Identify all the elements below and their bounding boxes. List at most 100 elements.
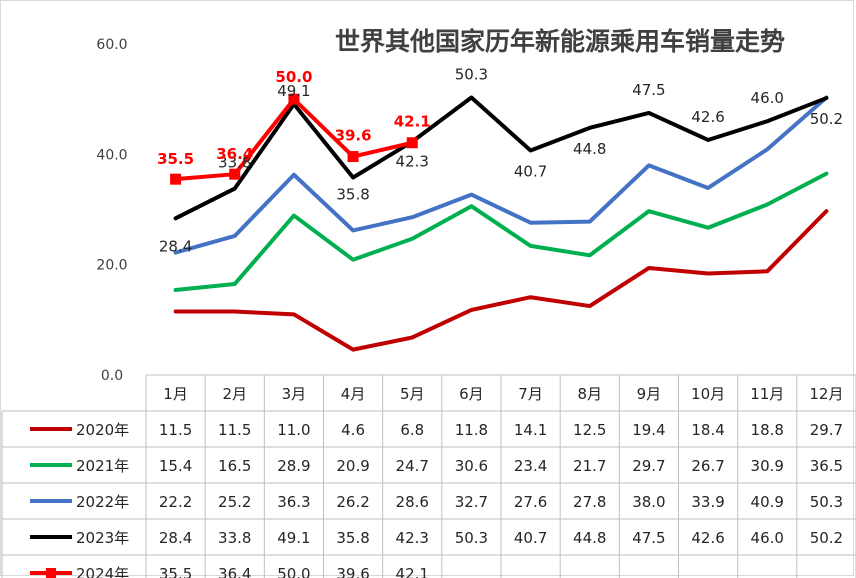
x-tick-label: 4月 (341, 385, 366, 403)
table-cell: 11.5 (218, 421, 251, 439)
table-cell: 18.8 (751, 421, 784, 439)
table-cell: 12.5 (573, 421, 606, 439)
table-cell: 36.5 (810, 457, 843, 475)
x-tick-label: 11月 (750, 385, 784, 403)
x-tick-label: 8月 (577, 385, 602, 403)
table-cell: 14.1 (514, 421, 547, 439)
data-label: 39.6 (335, 127, 372, 145)
table-cell: 50.3 (455, 529, 488, 547)
x-tick-label: 9月 (637, 385, 662, 403)
data-label: 44.8 (573, 140, 606, 158)
table-cell: 27.6 (514, 493, 547, 511)
table-cell: 39.6 (336, 565, 369, 578)
x-tick-label: 12月 (809, 385, 843, 403)
x-tick-label: 6月 (459, 385, 484, 403)
data-table: 1月 2月 3月 4月 5月 6月 7月 8月 9月 10月 11月 12月 2020年 11.5 11.5… (1, 374, 856, 578)
data-point-marker (347, 151, 359, 163)
table-cell: 33.9 (691, 493, 724, 511)
legend-entry: 2024年 (76, 565, 129, 578)
table-cell: 35.8 (336, 529, 369, 547)
table-cell: 19.4 (632, 421, 665, 439)
table-cell: 18.4 (691, 421, 724, 439)
y-tick-label: 60.0 (96, 37, 127, 53)
legend-entry: 2022年 (76, 493, 129, 511)
data-label: 47.5 (632, 81, 665, 99)
table-cell: 47.5 (632, 529, 665, 547)
data-labels: 28.4 33.8 49.1 35.8 42.3 50.3 40.7 44.8 47.5 42.6… (157, 66, 843, 256)
table-cell: 46.0 (751, 529, 784, 547)
table-cell: 44.8 (573, 529, 606, 547)
chart-title: 世界其他国家历年新能源乘用车销量走势 (335, 27, 785, 56)
series-line (173, 209, 829, 352)
series-line (173, 171, 829, 293)
y-tick-label: 20.0 (96, 258, 127, 274)
data-label: 35.5 (157, 150, 194, 168)
table-cell: 30.6 (455, 457, 488, 475)
table-cell: 38.0 (632, 493, 665, 511)
data-label: 50.3 (455, 66, 488, 84)
data-label: 36.4 (216, 145, 253, 163)
table-cell: 35.5 (159, 565, 192, 578)
table-cell: 11.5 (159, 421, 192, 439)
table-cell: 6.8 (400, 421, 424, 439)
x-tick-label: 3月 (282, 385, 307, 403)
data-point-marker (170, 173, 182, 185)
table-cell: 22.2 (159, 493, 192, 511)
table-cell: 49.1 (277, 529, 310, 547)
table-cell: 40.9 (751, 493, 784, 511)
table-cell: 42.3 (396, 529, 429, 547)
data-point-marker (229, 168, 241, 180)
legend-entry: 2023年 (76, 529, 129, 547)
data-label: 50.2 (810, 110, 843, 128)
data-label: 40.7 (514, 162, 547, 180)
table-cell: 28.6 (396, 493, 429, 511)
table-cell: 42.6 (691, 529, 724, 547)
x-tick-label: 5月 (400, 385, 425, 403)
table-cell: 40.7 (514, 529, 547, 547)
table-cell: 29.7 (632, 457, 665, 475)
table-cell: 27.8 (573, 493, 606, 511)
x-tick-label: 10月 (691, 385, 725, 403)
table-cell: 36.3 (277, 493, 310, 511)
data-label: 28.4 (159, 237, 192, 255)
y-tick-label: 0.0 (101, 368, 123, 384)
legend-entry: 2020年 (76, 421, 129, 439)
data-point-marker (288, 93, 300, 105)
y-axis: 0.0 20.0 40.0 60.0 (96, 37, 127, 384)
x-tick-label: 1月 (163, 385, 188, 403)
table-cell: 11.8 (455, 421, 488, 439)
data-label: 49.1 (277, 82, 310, 100)
data-label: 42.3 (396, 153, 429, 171)
table-cell: 28.9 (277, 457, 310, 475)
x-tick-label: 7月 (518, 385, 543, 403)
data-label: 42.1 (394, 113, 431, 131)
data-label: 33.8 (218, 154, 251, 172)
data-label: 50.0 (275, 68, 312, 86)
series-line (173, 95, 829, 221)
series-line (173, 95, 829, 255)
series-line (173, 97, 415, 182)
table-cell: 21.7 (573, 457, 606, 475)
table-cell: 50.0 (277, 565, 310, 578)
table-cell: 20.9 (336, 457, 369, 475)
table-cell: 26.7 (691, 457, 724, 475)
table-cell: 11.0 (277, 421, 310, 439)
plot-area (170, 93, 829, 352)
legend-marker (46, 568, 56, 578)
table-cell: 24.7 (396, 457, 429, 475)
data-label: 42.6 (691, 108, 724, 126)
x-tick-label: 2月 (222, 385, 247, 403)
table-cell: 42.1 (396, 565, 429, 578)
table-cell: 15.4 (159, 457, 192, 475)
data-label: 46.0 (751, 89, 784, 107)
table-cell: 16.5 (218, 457, 251, 475)
table-cell: 29.7 (810, 421, 843, 439)
table-cell: 25.2 (218, 493, 251, 511)
data-label: 35.8 (336, 186, 369, 204)
table-cell: 4.6 (341, 421, 365, 439)
table-cell: 36.4 (218, 565, 251, 578)
table-cell: 50.3 (810, 493, 843, 511)
table-cell: 26.2 (336, 493, 369, 511)
